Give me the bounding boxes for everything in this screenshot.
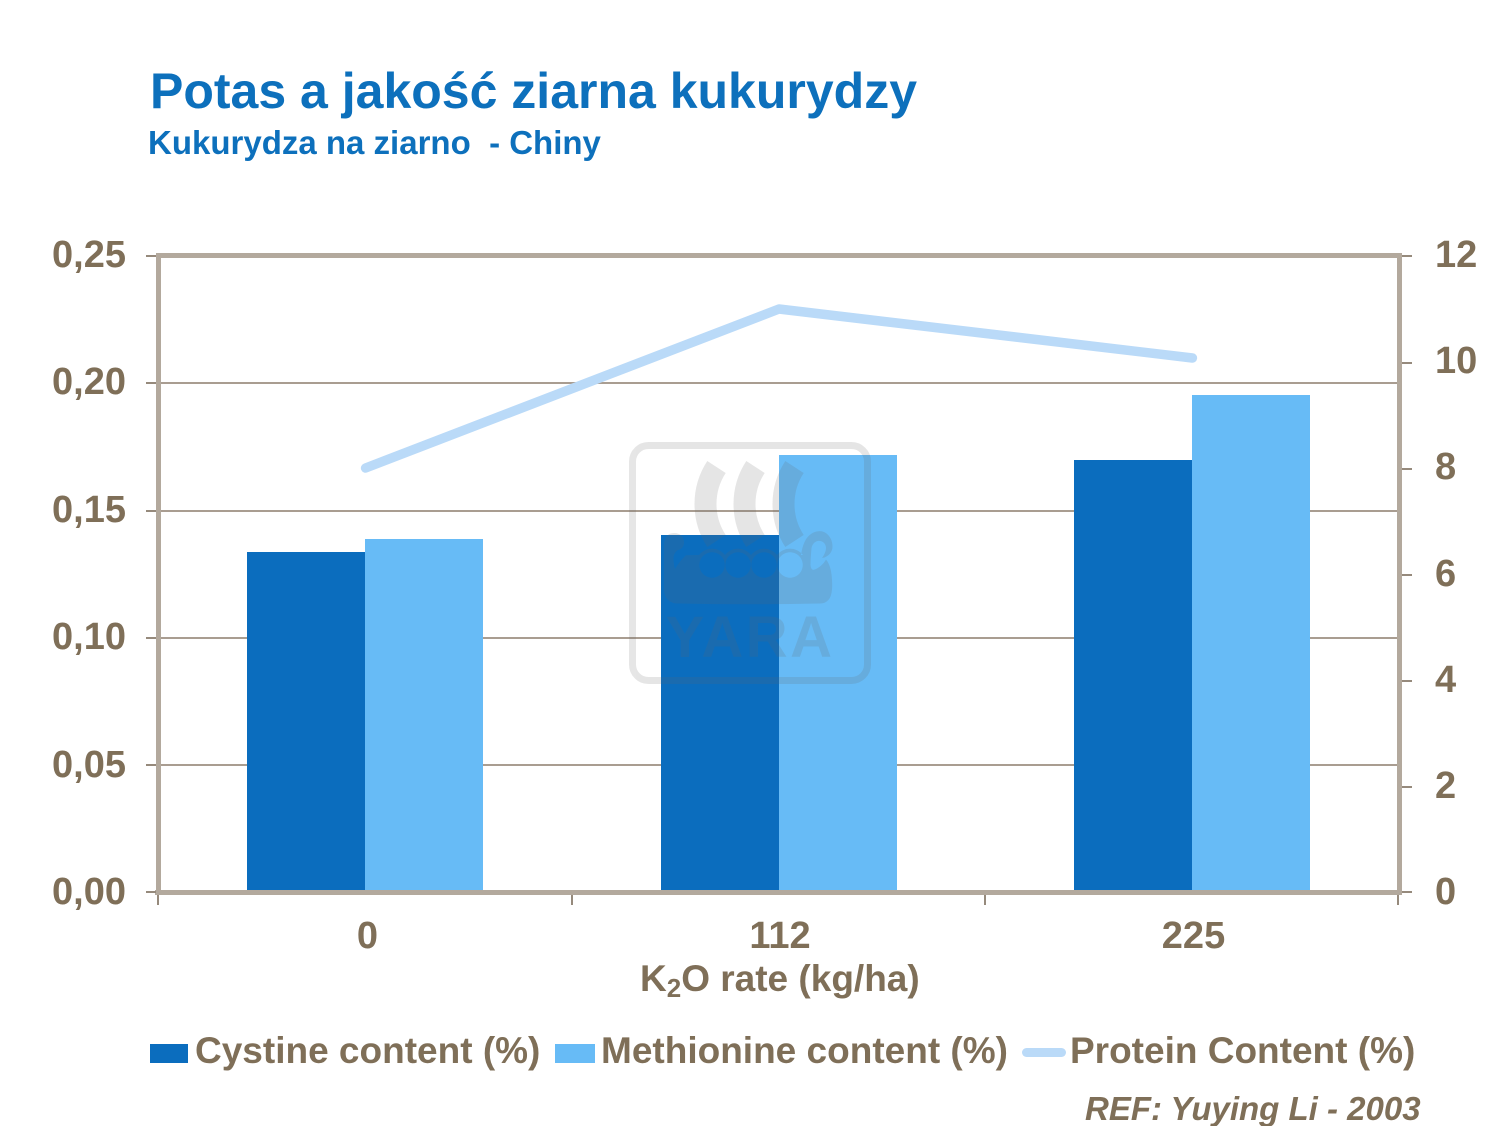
- svg-text:YARA: YARA: [665, 605, 834, 670]
